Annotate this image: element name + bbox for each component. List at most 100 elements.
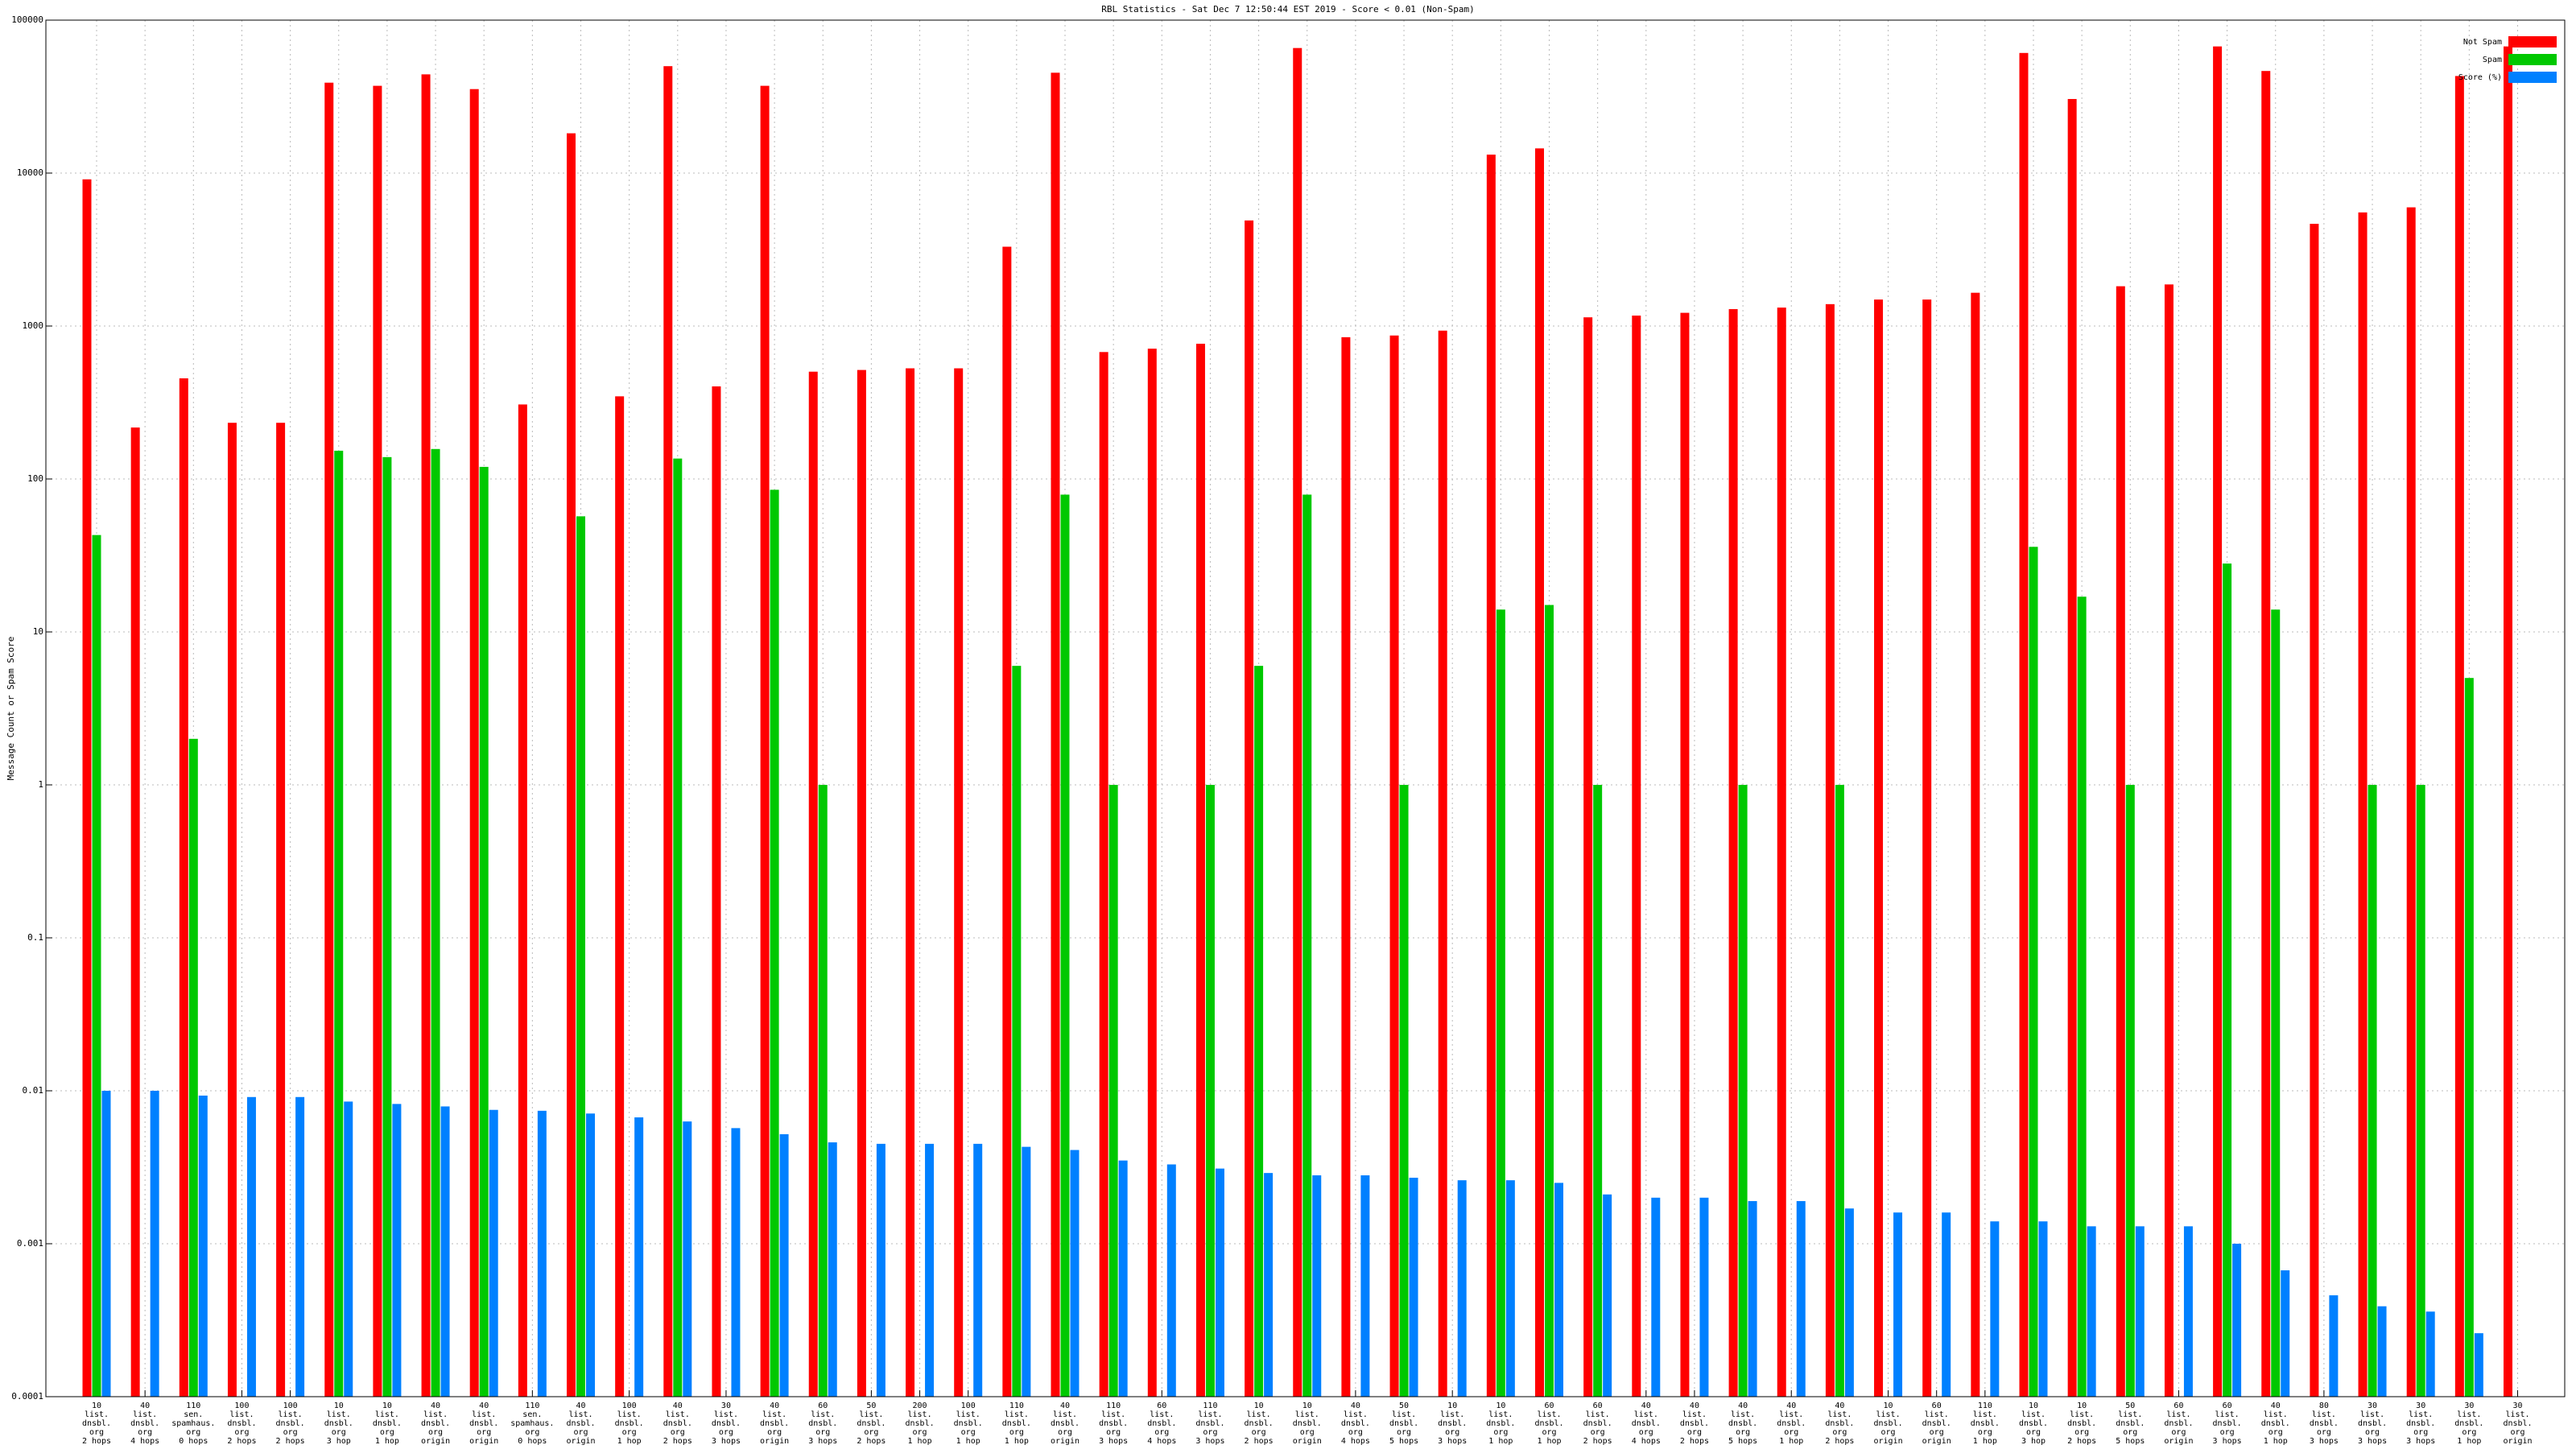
x-tick-label: 40 list. dnsbl. org 4 hops: [1632, 1402, 1661, 1446]
x-tick-label: 40 list. dnsbl. org 1 hop: [1777, 1402, 1806, 1446]
legend-swatch: [2508, 54, 2557, 65]
bar: [1438, 330, 1447, 1397]
x-tick-label: 50 list. dnsbl. org 5 hops: [1389, 1402, 1418, 1446]
x-tick-label: 60 list. dnsbl. org 3 hops: [2213, 1402, 2242, 1446]
x-tick-label: 60 list. dnsbl. org 3 hops: [808, 1402, 837, 1446]
legend-swatch: [2508, 36, 2557, 47]
bar: [431, 448, 440, 1397]
bar: [1147, 349, 1157, 1397]
x-tick-label: 110 list. dnsbl. org 1 hop: [1002, 1402, 1031, 1446]
x-tick-label: 10 list. dnsbl. org 3 hop: [324, 1402, 353, 1446]
y-tick-label: 10000: [17, 167, 43, 178]
x-tick-label: 40 list. dnsbl. org 4 hops: [1341, 1402, 1370, 1446]
y-tick-label: 10: [33, 626, 43, 637]
bar: [1293, 47, 1302, 1397]
bar: [615, 396, 625, 1397]
y-tick-label: 0.1: [27, 932, 43, 943]
bar: [1205, 785, 1215, 1397]
x-tick-label: 60 list. dnsbl. org 4 hops: [1147, 1402, 1176, 1446]
x-tick-label: 10 list. dnsbl. org 1 hop: [373, 1402, 402, 1446]
bar: [82, 179, 92, 1397]
bar: [779, 1133, 789, 1397]
y-tick-label: 100000: [11, 14, 43, 25]
bar: [2358, 212, 2368, 1397]
bar: [2261, 71, 2271, 1397]
bar: [1389, 335, 1399, 1397]
bar: [673, 458, 683, 1397]
x-tick-label: 60 list. dnsbl. org origin: [1922, 1402, 1951, 1446]
bar: [198, 1095, 208, 1397]
x-tick-label: 10 list. dnsbl. org 3 hop: [2019, 1402, 2048, 1446]
bar: [1118, 1160, 1128, 1397]
bar: [1051, 72, 1060, 1397]
bar: [2029, 547, 2038, 1397]
bar: [1012, 666, 1022, 1397]
x-tick-label: 200 list. dnsbl. org 1 hop: [905, 1402, 934, 1446]
x-tick-label: 30 list. dnsbl. org origin: [2503, 1402, 2532, 1446]
bar: [1777, 308, 1786, 1397]
bar: [2416, 785, 2425, 1397]
x-tick-label: 60 list. dnsbl. org 2 hops: [1583, 1402, 1612, 1446]
x-tick-label: 110 list. dnsbl. org 3 hops: [1195, 1402, 1224, 1446]
bar: [373, 85, 382, 1397]
bar: [537, 1110, 547, 1397]
bar: [818, 785, 828, 1397]
bar: [1874, 299, 1884, 1397]
chart-title: RBL Statistics - Sat Dec 7 12:50:44 EST …: [1101, 4, 1475, 14]
bar: [1312, 1175, 1322, 1397]
bar: [1166, 1164, 1176, 1397]
x-tick-label: 110 list. dnsbl. org 3 hops: [1099, 1402, 1128, 1446]
x-tick-label: 60 list. dnsbl. org 1 hop: [1534, 1402, 1563, 1446]
bar: [2067, 98, 2077, 1397]
x-tick-label: 30 list. dnsbl. org 3 hops: [2406, 1402, 2435, 1446]
bar: [1748, 1201, 1757, 1397]
bar: [1409, 1178, 1418, 1397]
bar: [1070, 1150, 1080, 1397]
x-tick-label: 100 list. dnsbl. org 1 hop: [615, 1402, 644, 1446]
bar: [2164, 284, 2174, 1397]
bar: [1651, 1197, 1661, 1397]
bar: [1554, 1183, 1563, 1397]
bar: [2368, 785, 2377, 1397]
legend-label: Not Spam: [2463, 38, 2502, 47]
legend-label: Score (%): [2458, 73, 2502, 82]
bar: [683, 1121, 692, 1397]
y-tick-label: 0.0001: [11, 1391, 43, 1402]
bar: [634, 1117, 644, 1397]
bar: [1603, 1194, 1612, 1397]
bar: [1990, 1221, 2000, 1397]
x-tick-label: 50 list. dnsbl. org 2 hops: [857, 1402, 886, 1446]
bar: [828, 1142, 837, 1397]
x-tick-label: 40 list. dnsbl. org origin: [566, 1402, 595, 1446]
bar: [1486, 155, 1496, 1397]
bar: [334, 450, 344, 1397]
bar: [925, 1143, 935, 1397]
y-tick-label: 0.001: [17, 1238, 43, 1249]
x-tick-label: 30 list. dnsbl. org 1 hop: [2454, 1402, 2483, 1446]
bar: [1583, 317, 1593, 1397]
x-tick-label: 10 list. dnsbl. org 3 hops: [1438, 1402, 1467, 1446]
x-tick-label: 110 sen. spamhaus. org 0 hops: [510, 1402, 554, 1446]
bar: [1593, 785, 1603, 1397]
bar: [1195, 343, 1205, 1397]
x-tick-label: 100 list. dnsbl. org 2 hops: [276, 1402, 305, 1446]
bar: [2038, 1221, 2048, 1397]
x-tick-label: 30 list. dnsbl. org 3 hops: [2358, 1402, 2387, 1446]
x-tick-label: 40 list. dnsbl. org origin: [1051, 1402, 1080, 1446]
bar: [188, 738, 198, 1397]
bar: [1699, 1197, 1709, 1397]
bar: [227, 423, 237, 1397]
x-tick-label: 40 list. dnsbl. org 2 hops: [1680, 1402, 1709, 1446]
x-tick-label: 10 list. dnsbl. org 2 hops: [82, 1402, 111, 1446]
bar: [1632, 316, 1641, 1397]
x-tick-label: 40 list. dnsbl. org 1 hop: [2261, 1402, 2290, 1446]
x-tick-label: 50 list. dnsbl. org 5 hops: [2116, 1402, 2145, 1446]
bar: [130, 427, 140, 1397]
bar: [2425, 1311, 2435, 1397]
bar: [770, 489, 779, 1397]
bar: [954, 368, 964, 1397]
bar: [906, 368, 915, 1397]
bar: [2183, 1226, 2193, 1397]
